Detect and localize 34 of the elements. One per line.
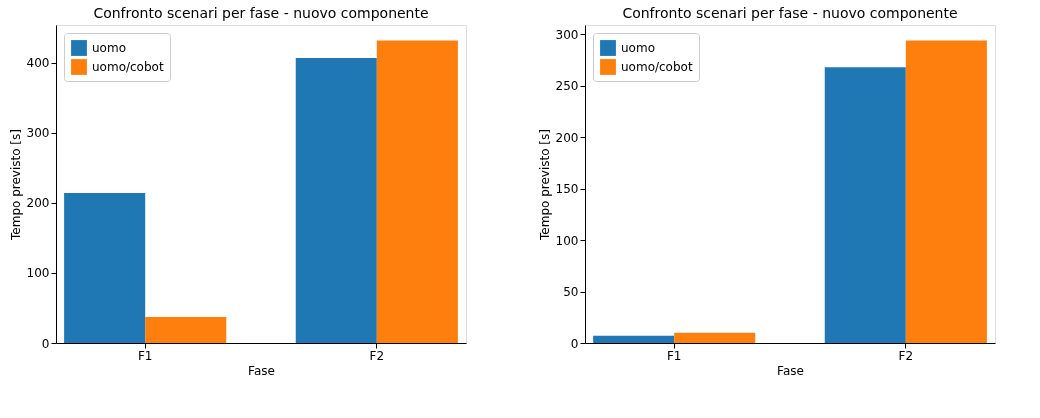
y-tick-label: 50	[563, 285, 579, 300]
legend-label: uomo	[92, 41, 126, 55]
bar	[905, 40, 987, 343]
bar	[145, 317, 227, 343]
y-tick-label: 150	[555, 182, 579, 197]
y-tick-label: 400	[26, 56, 50, 71]
y-tick-label: 200	[555, 130, 579, 145]
x-axis-title: Fase	[777, 363, 804, 378]
y-tick-label: 250	[555, 79, 579, 94]
y-tick-label: 100	[26, 266, 50, 281]
x-tick-label: F2	[898, 348, 914, 363]
y-tick-label: 300	[555, 27, 579, 42]
y-tick-label: 100	[555, 233, 579, 248]
chart-title: Confronto scenari per fase - nuovo componente	[622, 5, 958, 21]
y-tick-label: 0	[41, 336, 50, 351]
bar	[824, 67, 906, 343]
legend-label: uomo/cobot	[92, 60, 164, 74]
x-tick-label: F1	[137, 348, 153, 363]
y-tick-label: 300	[26, 126, 50, 141]
x-tick-label: F2	[369, 348, 385, 363]
y-tick-label: 200	[26, 196, 50, 211]
bar	[674, 332, 756, 343]
chart-title: Confronto scenari per fase - nuovo componente	[93, 5, 429, 21]
y-axis-title: Tempo previsto [s]	[8, 129, 23, 241]
legend-label: uomo/cobot	[621, 60, 693, 74]
x-axis-title: Fase	[248, 363, 275, 378]
legend-label: uomo	[621, 41, 655, 55]
y-tick-label: 0	[570, 336, 579, 351]
y-axis-title: Tempo previsto [s]	[537, 129, 552, 241]
bar	[376, 40, 458, 343]
bar	[295, 57, 377, 343]
x-tick-label: F1	[666, 348, 682, 363]
bar	[64, 193, 146, 343]
bar	[593, 335, 675, 343]
